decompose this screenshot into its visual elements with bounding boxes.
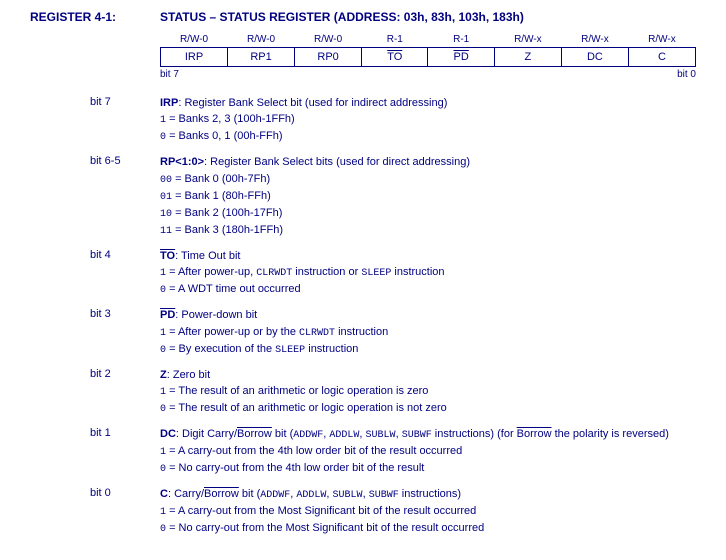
bit-name-cell: TO [362,48,428,67]
bit-name-cell: PD [428,48,494,67]
bit-field-desc: : Time Out bit [175,250,240,262]
bit-desc: bit 2Z: Zero bit 1 = The result of an ari… [90,368,696,417]
bit-name-cell: RP0 [295,48,362,67]
rw-cell: R/W-0 [228,32,295,48]
bit-field-name: C [160,488,168,500]
rw-cell: R/W-x [628,32,695,48]
bit-desc: bit 4TO: Time Out bit 1 = After power-up,… [90,249,696,298]
bit-value-line: 11 = Bank 3 (180h-1FFh) [160,223,696,239]
bit-value-line: 0 = A WDT time out occurred [160,282,696,298]
bit-content: TO: Time Out bit 1 = After power-up, CLRW… [160,249,696,298]
bit-name-cell: Z [494,48,561,67]
bit-descriptions: bit 7IRP: Register Bank Select bit (used… [30,96,696,537]
bit-value-line: 1 = Banks 2, 3 (100h-1FFh) [160,112,696,128]
bit-desc: bit 1DC: Digit Carry/Borrow bit (ADDWF, … [90,427,696,477]
rw-cell: R-1 [428,32,494,48]
bit-num: bit 6-5 [90,155,160,238]
rw-cell: R/W-x [494,32,561,48]
bit7-label: bit 7 [160,69,179,80]
bit-name-cell: C [628,48,695,67]
bit-field-desc: : Register Bank Select bit (used for ind… [178,97,447,109]
bit-field-desc: : Carry/Borrow bit (ADDWF, ADDLW, SUBLW,… [168,488,461,500]
rw-cell: R/W-0 [161,32,228,48]
bit-num: bit 7 [90,96,160,145]
register-header: REGISTER 4-1: STATUS – STATUS REGISTER (… [30,10,696,24]
register-title: STATUS – STATUS REGISTER (ADDRESS: 03h, … [160,10,524,24]
bit-value-line: 10 = Bank 2 (100h-17Fh) [160,206,696,222]
bit-field-name: RP<1:0> [160,156,204,168]
bit-desc: bit 0C: Carry/Borrow bit (ADDWF, ADDLW, … [90,487,696,537]
bit-num: bit 1 [90,427,160,477]
bit-field-desc: : Zero bit [167,369,210,381]
bit-table: R/W-0R/W-0R/W-0R-1R-1R/W-xR/W-xR/W-x IRP… [160,32,696,80]
bit-value-line: 1 = After power-up or by the CLRWDT inst… [160,325,696,341]
bit-field-desc: : Register Bank Select bits (used for di… [204,156,470,168]
bit-value-line: 1 = A carry-out from the Most Significan… [160,504,696,520]
bit-content: RP<1:0>: Register Bank Select bits (used… [160,155,696,238]
bit-field-desc: : Power-down bit [175,309,257,321]
bit-num: bit 2 [90,368,160,417]
bit-field-desc: : Digit Carry/Borrow bit (ADDWF, ADDLW, … [176,428,669,440]
rw-cell: R/W-0 [295,32,362,48]
bit-content: DC: Digit Carry/Borrow bit (ADDWF, ADDLW… [160,427,696,477]
bit-content: IRP: Register Bank Select bit (used for … [160,96,696,145]
bit-field-name: Z [160,369,167,381]
bit-num: bit 0 [90,487,160,537]
rw-cell: R-1 [362,32,428,48]
bit-desc: bit 3PD: Power-down bit 1 = After power-u… [90,308,696,357]
rw-cell: R/W-x [561,32,628,48]
bit-value-line: 00 = Bank 0 (00h-7Fh) [160,172,696,188]
bit-field-name: PD [160,309,175,321]
bit-value-line: 0 = The result of an arithmetic or logic… [160,401,696,417]
bit-name-cell: DC [561,48,628,67]
bit-value-line: 1 = After power-up, CLRWDT instruction o… [160,265,696,281]
bit-value-line: 0 = Banks 0, 1 (00h-FFh) [160,129,696,145]
bit0-label: bit 0 [677,69,696,80]
bit-content: PD: Power-down bit 1 = After power-up or … [160,308,696,357]
bit-value-line: 0 = No carry-out from the 4th low order … [160,461,696,477]
bit-field-name: DC [160,428,176,440]
bit-value-line: 0 = No carry-out from the Most Significa… [160,521,696,537]
bit-field-name: TO [160,250,175,262]
bit-content: C: Carry/Borrow bit (ADDWF, ADDLW, SUBLW… [160,487,696,537]
bit-desc: bit 7IRP: Register Bank Select bit (used… [90,96,696,145]
bit-name-cell: IRP [161,48,228,67]
bit-value-line: 01 = Bank 1 (80h-FFh) [160,189,696,205]
bit-num: bit 4 [90,249,160,298]
register-label: REGISTER 4-1: [30,10,160,24]
bit-value-line: 1 = A carry-out from the 4th low order b… [160,444,696,460]
bit-field-name: IRP [160,97,178,109]
bit-value-line: 1 = The result of an arithmetic or logic… [160,384,696,400]
bit-value-line: 0 = By execution of the SLEEP instructio… [160,342,696,358]
bit-content: Z: Zero bit 1 = The result of an arithmet… [160,368,696,417]
bit-desc: bit 6-5RP<1:0>: Register Bank Select bit… [90,155,696,238]
bit-name-cell: RP1 [228,48,295,67]
bit-num: bit 3 [90,308,160,357]
